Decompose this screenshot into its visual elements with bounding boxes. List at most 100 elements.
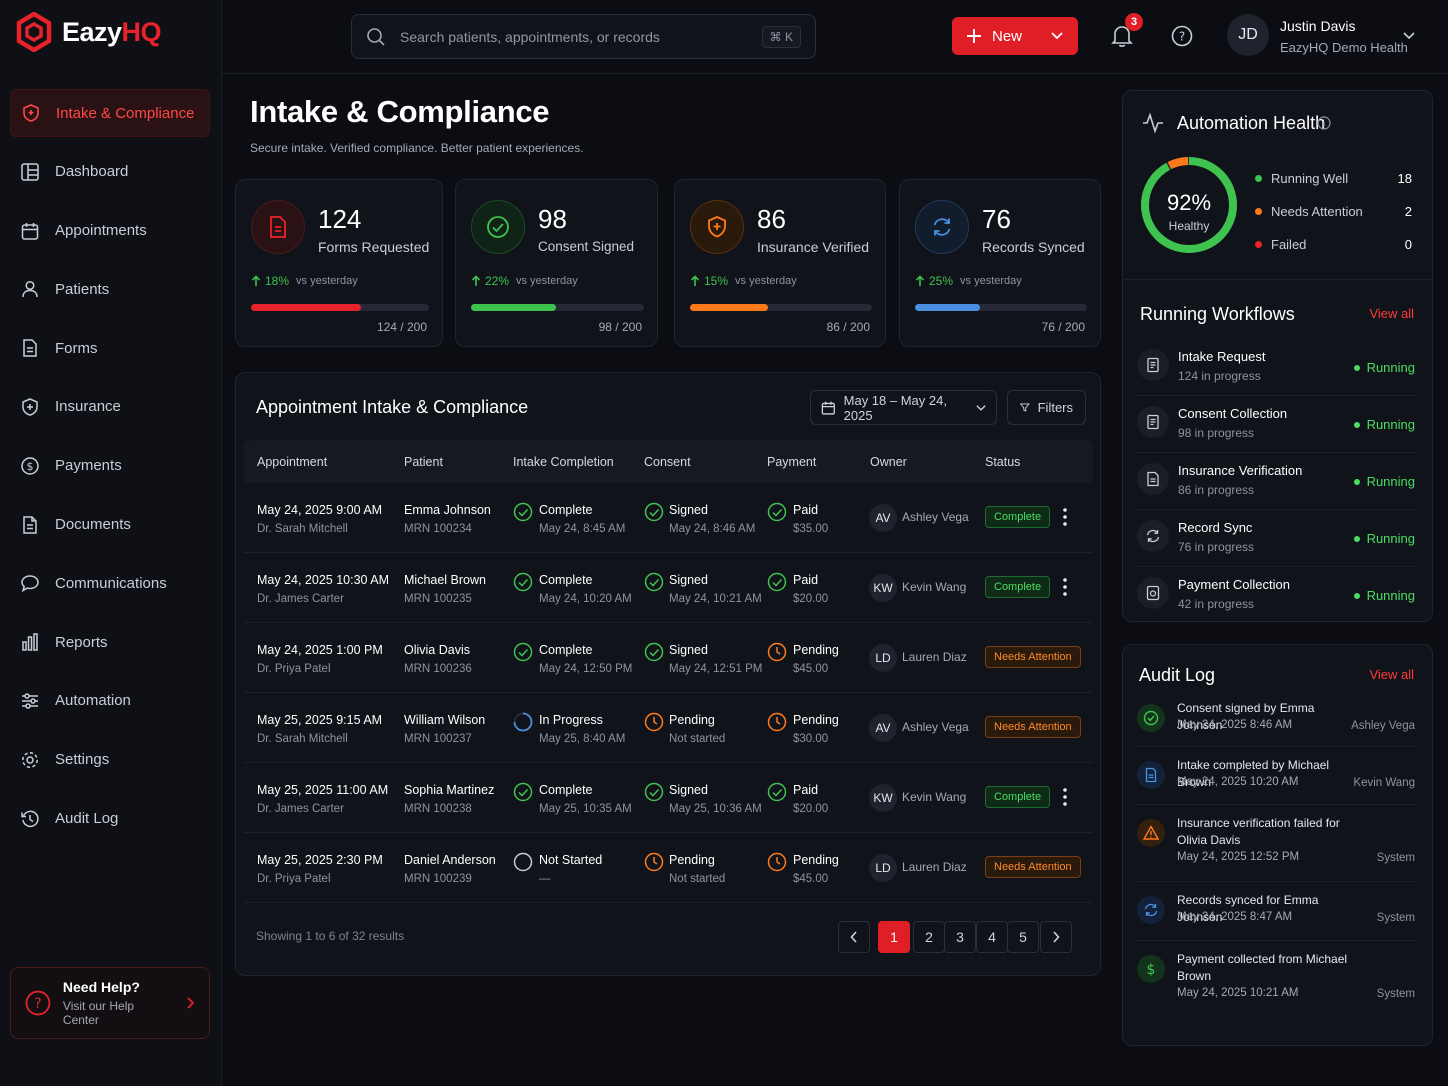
patient-name[interactable]: William Wilson xyxy=(404,713,486,727)
audit-view-all-link[interactable]: View all xyxy=(1369,667,1414,682)
table-row[interactable]: May 25, 2025 9:15 AM Dr. Sarah Mitchell … xyxy=(244,693,1093,763)
search-bar[interactable]: ⌘ K xyxy=(351,14,816,59)
sidebar-item-forms[interactable]: Forms xyxy=(10,324,210,372)
patient-mrn: MRN 100235 xyxy=(404,593,472,605)
patient-name[interactable]: Daniel Anderson xyxy=(404,853,496,867)
stat-card-insurance[interactable]: 86 Insurance Verified 15% vs yesterday 8… xyxy=(674,179,886,347)
sidebar-item-documents[interactable]: Documents xyxy=(10,501,210,549)
table-row[interactable]: May 24, 2025 9:00 AM Dr. Sarah Mitchell … xyxy=(244,483,1093,553)
pagination-page[interactable]: 5 xyxy=(1007,921,1039,953)
patient-name[interactable]: Sophia Martinez xyxy=(404,783,495,797)
chevron-right-icon xyxy=(187,997,195,1009)
status-dot xyxy=(1255,208,1262,215)
sidebar-item-settings[interactable]: Settings xyxy=(10,736,210,784)
stat-card-records[interactable]: 76 Records Synced 25% vs yesterday 76 / … xyxy=(899,179,1101,347)
sidebar-item-label: Dashboard xyxy=(55,163,129,181)
stat-card-consent[interactable]: 98 Consent Signed 22% vs yesterday 98 / … xyxy=(455,179,658,347)
column-header[interactable]: Intake Completion xyxy=(513,455,614,469)
sidebar-item-audit-log[interactable]: Audit Log xyxy=(10,795,210,843)
clock-icon xyxy=(767,712,787,732)
table-row[interactable]: May 25, 2025 11:00 AM Dr. James Carter S… xyxy=(244,763,1093,833)
sidebar-item-payments[interactable]: $ Payments xyxy=(10,442,210,490)
audit-text: Records synced for Emma Johnson xyxy=(1177,893,1319,924)
user-name[interactable]: Justin Davis xyxy=(1280,18,1356,34)
form-icon xyxy=(270,216,286,238)
sidebar-item-patients[interactable]: Patients xyxy=(10,265,210,313)
sidebar-item-label: Settings xyxy=(55,751,110,769)
table-row[interactable]: May 25, 2025 2:30 PM Dr. Priya Patel Dan… xyxy=(244,833,1093,903)
chevron-down-icon[interactable] xyxy=(1403,32,1415,40)
help-center-card[interactable]: ? Need Help? Visit our Help Center xyxy=(10,967,210,1039)
search-input[interactable] xyxy=(400,28,748,45)
column-header[interactable]: Consent xyxy=(644,455,691,469)
chevron-down-icon[interactable] xyxy=(1050,31,1064,41)
table-row[interactable]: May 24, 2025 10:30 AM Dr. James Carter M… xyxy=(244,553,1093,623)
more-options-icon[interactable] xyxy=(1062,787,1068,807)
pagination-prev[interactable] xyxy=(838,921,870,953)
pagination-page[interactable]: 4 xyxy=(976,921,1008,953)
appointment-doctor: Dr. James Carter xyxy=(257,593,344,605)
workflow-item[interactable]: Payment Collection 42 in progress Runnin… xyxy=(1137,567,1415,624)
workflow-item[interactable]: Intake Request 124 in progress Running xyxy=(1137,339,1415,396)
consent-status: Signed xyxy=(669,503,708,517)
sidebar-item-reports[interactable]: Reports xyxy=(10,618,210,666)
owner-name: Kevin Wang xyxy=(902,790,967,804)
intake-time: May 24, 8:45 AM xyxy=(539,523,626,535)
workflows-view-all-link[interactable]: View all xyxy=(1369,306,1414,321)
stat-progress-bar xyxy=(251,304,429,311)
column-header[interactable]: Owner xyxy=(870,455,907,469)
intake-status: Complete xyxy=(539,573,593,587)
sidebar: EazyHQ Intake & Compliance Dashboard App… xyxy=(0,0,222,1086)
workflow-progress: 86 in progress xyxy=(1178,483,1255,497)
stat-card-forms[interactable]: 124 Forms Requested 18% vs yesterday 124… xyxy=(235,179,443,347)
question-icon[interactable]: ? xyxy=(1171,25,1193,47)
more-options-icon[interactable] xyxy=(1062,577,1068,597)
workflow-item[interactable]: Consent Collection 98 in progress Runnin… xyxy=(1137,396,1415,453)
column-header[interactable]: Status xyxy=(985,455,1021,469)
bar-chart-icon xyxy=(22,633,38,651)
workflow-item[interactable]: Record Sync 76 in progress Running xyxy=(1137,510,1415,567)
user-avatar[interactable]: JD xyxy=(1227,14,1269,56)
workflow-item[interactable]: Insurance Verification 86 in progress Ru… xyxy=(1137,453,1415,510)
filters-button[interactable]: Filters xyxy=(1007,390,1086,425)
sync-icon xyxy=(1137,520,1169,552)
document-icon xyxy=(1137,463,1169,495)
pagination-page[interactable]: 2 xyxy=(913,921,945,953)
sidebar-item-communications[interactable]: Communications xyxy=(10,559,210,607)
column-header[interactable]: Payment xyxy=(767,455,817,469)
new-button[interactable]: New xyxy=(952,17,1078,55)
help-subtitle: Visit our Help Center xyxy=(62,999,135,1027)
health-donut xyxy=(1141,157,1237,253)
divider xyxy=(1137,881,1415,882)
sidebar-item-label: Payments xyxy=(55,457,122,475)
bell-icon[interactable] xyxy=(1111,24,1133,48)
check-circle-icon xyxy=(767,572,787,592)
audit-text: Insurance verification failed for Olivia… xyxy=(1177,816,1340,847)
svg-text:$: $ xyxy=(1147,962,1156,977)
table-row[interactable]: May 24, 2025 1:00 PM Dr. Priya Patel Oli… xyxy=(244,623,1093,693)
more-options-icon[interactable] xyxy=(1062,507,1068,527)
sidebar-item-automation[interactable]: Automation xyxy=(10,677,210,725)
column-header[interactable]: Appointment xyxy=(257,455,328,469)
patient-name[interactable]: Michael Brown xyxy=(404,573,486,587)
sidebar-item-appointments[interactable]: Appointments xyxy=(10,207,210,255)
info-icon[interactable] xyxy=(1317,116,1331,130)
date-range-picker[interactable]: May 18 – May 24, 2025 xyxy=(810,390,997,425)
sidebar-item-dashboard[interactable]: Dashboard xyxy=(10,148,210,196)
pagination-next[interactable] xyxy=(1040,921,1072,953)
stat-count: 86 / 200 xyxy=(826,320,870,334)
audit-text: Consent signed by Emma Johnson xyxy=(1177,701,1315,732)
sidebar-item-insurance[interactable]: Insurance xyxy=(10,383,210,431)
shield-plus-icon xyxy=(22,398,38,416)
audit-date: May 24, 2025 10:21 AM xyxy=(1177,987,1299,999)
pagination-page[interactable]: 3 xyxy=(944,921,976,953)
patient-name[interactable]: Olivia Davis xyxy=(404,643,470,657)
sidebar-item-intake-compliance[interactable]: Intake & Compliance xyxy=(10,89,210,137)
patient-name[interactable]: Emma Johnson xyxy=(404,503,491,517)
brand-logo[interactable]: EazyHQ xyxy=(16,12,162,52)
pagination-page[interactable]: 1 xyxy=(878,921,910,953)
audit-actor: System xyxy=(1376,852,1415,864)
stat-delta: 18% vs yesterday xyxy=(251,274,358,288)
user-icon xyxy=(22,281,38,298)
column-header[interactable]: Patient xyxy=(404,455,443,469)
